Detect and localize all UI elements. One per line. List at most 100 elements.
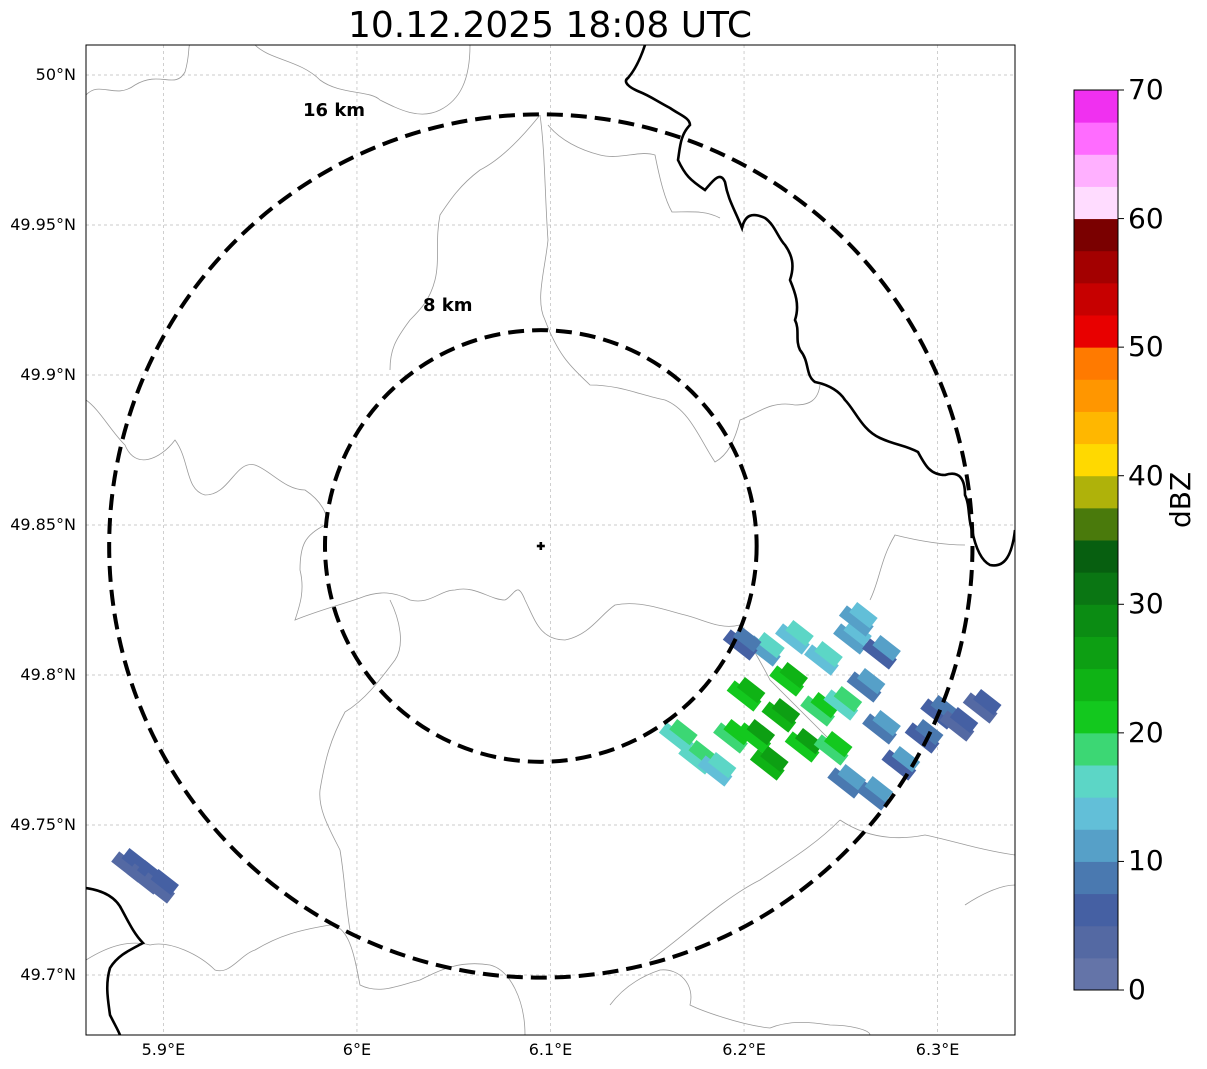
lon-tick-label: 5.9°E [141,1040,186,1059]
border-line [254,45,471,115]
echo-cell [769,665,805,697]
lon-tick-label: 6.3°E [915,1040,960,1059]
colorbar-label: dBZ [1164,471,1197,528]
echo-cell [761,701,797,733]
echo-cell [949,707,979,734]
colorbar-swatch [1074,250,1118,284]
range-ring [322,328,759,764]
border-line [609,969,871,1035]
lon-tick-label: 6°E [342,1040,372,1059]
border-line [547,124,721,219]
colorbar-tick-label: 40 [1128,458,1164,492]
echo-cell [833,686,863,713]
colorbar-swatch [1074,925,1118,959]
lon-tick-label: 6.2°E [722,1040,766,1059]
echo-cell [140,872,176,904]
range-ring [107,112,975,980]
echo-cell [838,605,874,637]
echo-cell [771,698,801,725]
border-line [86,45,191,96]
colorbar-swatch [1074,540,1118,573]
border-line [86,886,146,1035]
echo-cell [150,869,179,896]
echo-cell [736,722,772,754]
echo-cell [810,692,839,719]
lat-tick-label: 49.8°N [20,665,76,684]
ring-label-8km: 8 km [423,295,473,316]
echo-cell [837,764,867,791]
lon-tick-label: 6.1°E [528,1040,573,1059]
echo-cell [733,626,762,653]
border-line [624,45,1015,567]
echo-cell [862,638,897,670]
border-line [86,924,526,1035]
echo-cell [872,635,901,662]
colorbar-tick-label: 70 [1128,73,1164,106]
lat-tick-label: 50°N [35,65,76,84]
echo-cell [849,602,878,629]
radar-site-marker [536,542,545,550]
echo-cell [843,620,872,647]
plot-frame [85,44,1016,1036]
colorbar-swatch [1074,572,1118,605]
echo-cell [939,710,975,742]
echo-cell [854,779,890,811]
echo-cell [746,719,776,746]
colorbar-tick-label: 50 [1128,330,1164,364]
border-line [649,819,841,961]
colorbar-swatch [1074,604,1118,637]
colorbar-swatch [1074,700,1118,734]
border-line [839,819,1015,856]
echo-cell [856,668,886,695]
colorbar-swatch [1074,507,1118,541]
colorbar-swatch [1074,282,1118,316]
colorbar-tick-label: 10 [1128,844,1164,878]
lat-tick-label: 49.75°N [10,815,76,834]
echo-cell [775,623,810,655]
range-rings [107,112,975,980]
colorbar-swatch [1074,218,1118,252]
echo-cell [794,728,824,755]
colorbar-frame [1073,89,1119,991]
colorbar-swatch [1074,797,1118,830]
border-line [539,114,821,463]
echo-cell [833,623,868,655]
graticule [86,45,1015,1035]
border-line [869,534,966,601]
chart-title: 10.12.2025 18:08 UTC [347,5,753,46]
echo-cell [846,671,882,703]
echo-cell [697,755,733,787]
echo-cell [800,695,835,727]
echo-cell [881,749,917,781]
echo-cell [713,722,748,754]
echo-cell [962,692,998,724]
echo-cell [904,722,940,754]
echo-cell [804,644,839,676]
colorbar-swatch [1074,732,1118,766]
lat-tick-label: 49.7°N [20,965,76,984]
echo-cell [749,749,785,781]
border-line [294,524,741,641]
echo-cell [872,710,901,737]
lat-tick-label: 49.9°N [20,365,76,384]
colorbar-swatch [1074,475,1118,509]
colorbar-swatch [1074,379,1118,412]
border-line [319,599,401,931]
border-line [389,114,541,371]
echo-cell [864,776,894,803]
border-line [964,884,1015,906]
colorbar-tick-label: 20 [1128,715,1164,749]
ring-label-16km: 16 km [303,100,366,121]
lat-tick-label: 49.85°N [10,515,76,534]
colorbar-tick-label: 60 [1128,201,1164,235]
echo-cell [823,689,859,721]
colorbar-tick-label: 30 [1128,587,1164,621]
colorbar-swatch [1074,122,1118,155]
echo-cell [760,746,789,773]
colorbar-swatch [1074,829,1118,862]
echo-cell [862,713,897,745]
country-borders [86,45,1015,1035]
echo-cell [726,680,762,712]
echo-cell [779,662,808,689]
echo-cell [722,629,758,661]
